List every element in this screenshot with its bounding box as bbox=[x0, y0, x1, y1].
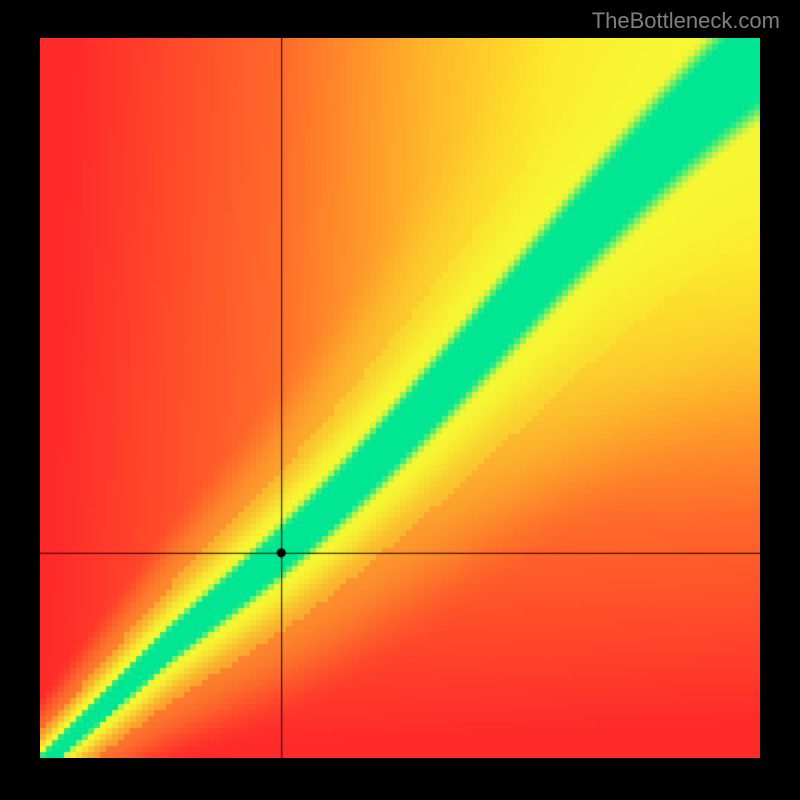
watermark: TheBottleneck.com bbox=[20, 0, 780, 38]
heatmap-canvas bbox=[40, 38, 760, 758]
bottleneck-heatmap bbox=[40, 38, 760, 758]
watermark-text: TheBottleneck.com bbox=[592, 8, 780, 33]
